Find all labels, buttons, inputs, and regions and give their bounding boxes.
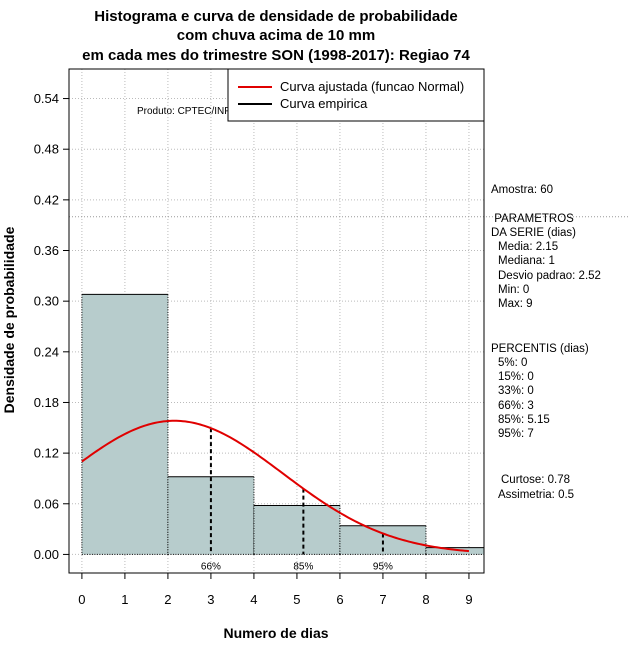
stats-amostra: Amostra: 60 <box>491 184 553 196</box>
stats-min: Min: 0 <box>498 284 529 296</box>
histogram-bars <box>81 293 485 555</box>
legend-label-normal: Curva ajustada (funcao Normal) <box>280 79 464 94</box>
y-axis: 0.00 0.06 0.12 0.18 0.24 0.30 0.36 0.42 0.48 0.54 <box>34 91 70 562</box>
stats-param-header-2: DA SERIE (dias) <box>491 227 576 239</box>
percentile-label-2: 95% <box>373 561 393 572</box>
y-tick-label-5: 0.30 <box>34 294 59 309</box>
x-tick-label-2: 2 <box>164 592 171 607</box>
stats-p33: 33%: 0 <box>498 385 534 397</box>
chart-title-line-3: em cada mes do trimestre SON (1998-2017)… <box>82 47 470 64</box>
stats-max: Max: 9 <box>498 298 533 310</box>
x-tick-label-6: 6 <box>336 592 343 607</box>
y-tick-label-8: 0.48 <box>34 142 59 157</box>
stats-p66: 66%: 3 <box>498 400 534 412</box>
legend: Curva ajustada (funcao Normal) Curva emp… <box>227 68 485 122</box>
y-tick-label-4: 0.24 <box>34 344 59 359</box>
y-tick-label-6: 0.36 <box>34 243 59 258</box>
normal-curve <box>81 419 470 553</box>
histogram-bar-0 <box>81 294 168 555</box>
x-tick-label-1: 1 <box>121 592 128 607</box>
y-tick-label-0: 0.00 <box>34 547 59 562</box>
x-tick-label-5: 5 <box>293 592 300 607</box>
stats-p15: 15%: 0 <box>498 371 534 383</box>
y-tick-label-7: 0.42 <box>34 192 59 207</box>
stats-curtose: Curtose: 0.78 <box>501 474 570 486</box>
chart-title-line-2: com chuva acima de 10 mm <box>177 27 375 44</box>
stats-percentis-header: PERCENTIS (dias) <box>491 343 589 355</box>
y-tick-label-1: 0.06 <box>34 496 59 511</box>
stats-p5: 5%: 0 <box>498 357 527 369</box>
stats-assimetria: Assimetria: 0.5 <box>498 489 574 501</box>
stats-desvio: Desvio padrao: 2.52 <box>498 270 601 282</box>
x-tick-label-4: 4 <box>250 592 257 607</box>
x-tick-label-8: 8 <box>422 592 429 607</box>
y-axis-title: Densidade de probabilidade <box>1 226 17 413</box>
x-tick-label-0: 0 <box>78 592 85 607</box>
percentile-markers: 66% 85% 95% <box>201 428 393 572</box>
histogram-bar-2 <box>253 505 340 555</box>
stats-panel: Amostra: 60 PARAMETROS DA SERIE (dias) M… <box>491 184 601 501</box>
percentile-label-1: 85% <box>293 561 313 572</box>
stats-param-header-1: PARAMETROS <box>491 213 574 225</box>
stats-p85: 85%: 5.15 <box>498 414 550 426</box>
y-tick-label-3: 0.18 <box>34 395 59 410</box>
x-tick-label-9: 9 <box>465 592 472 607</box>
y-tick-label-2: 0.12 <box>34 446 59 461</box>
x-axis-title: Numero de dias <box>223 625 328 641</box>
product-annotation: Produto: CPTEC/INPE <box>137 106 238 117</box>
x-tick-label-3: 3 <box>207 592 214 607</box>
y-tick-label-9: 0.54 <box>34 91 59 106</box>
percentile-label-0: 66% <box>201 561 221 572</box>
stats-p95: 95%: 7 <box>498 428 534 440</box>
stats-mediana: Mediana: 1 <box>498 255 555 267</box>
x-axis: 0 1 2 3 4 5 6 7 8 9 <box>78 572 473 607</box>
x-tick-label-7: 7 <box>379 592 386 607</box>
legend-label-empirica: Curva empirica <box>280 96 368 111</box>
chart-title-line-1: Histograma e curva de densidade de proba… <box>94 8 457 25</box>
stats-media: Media: 2.15 <box>498 241 558 253</box>
legend-box <box>227 68 485 122</box>
histogram-bar-4 <box>425 547 484 555</box>
